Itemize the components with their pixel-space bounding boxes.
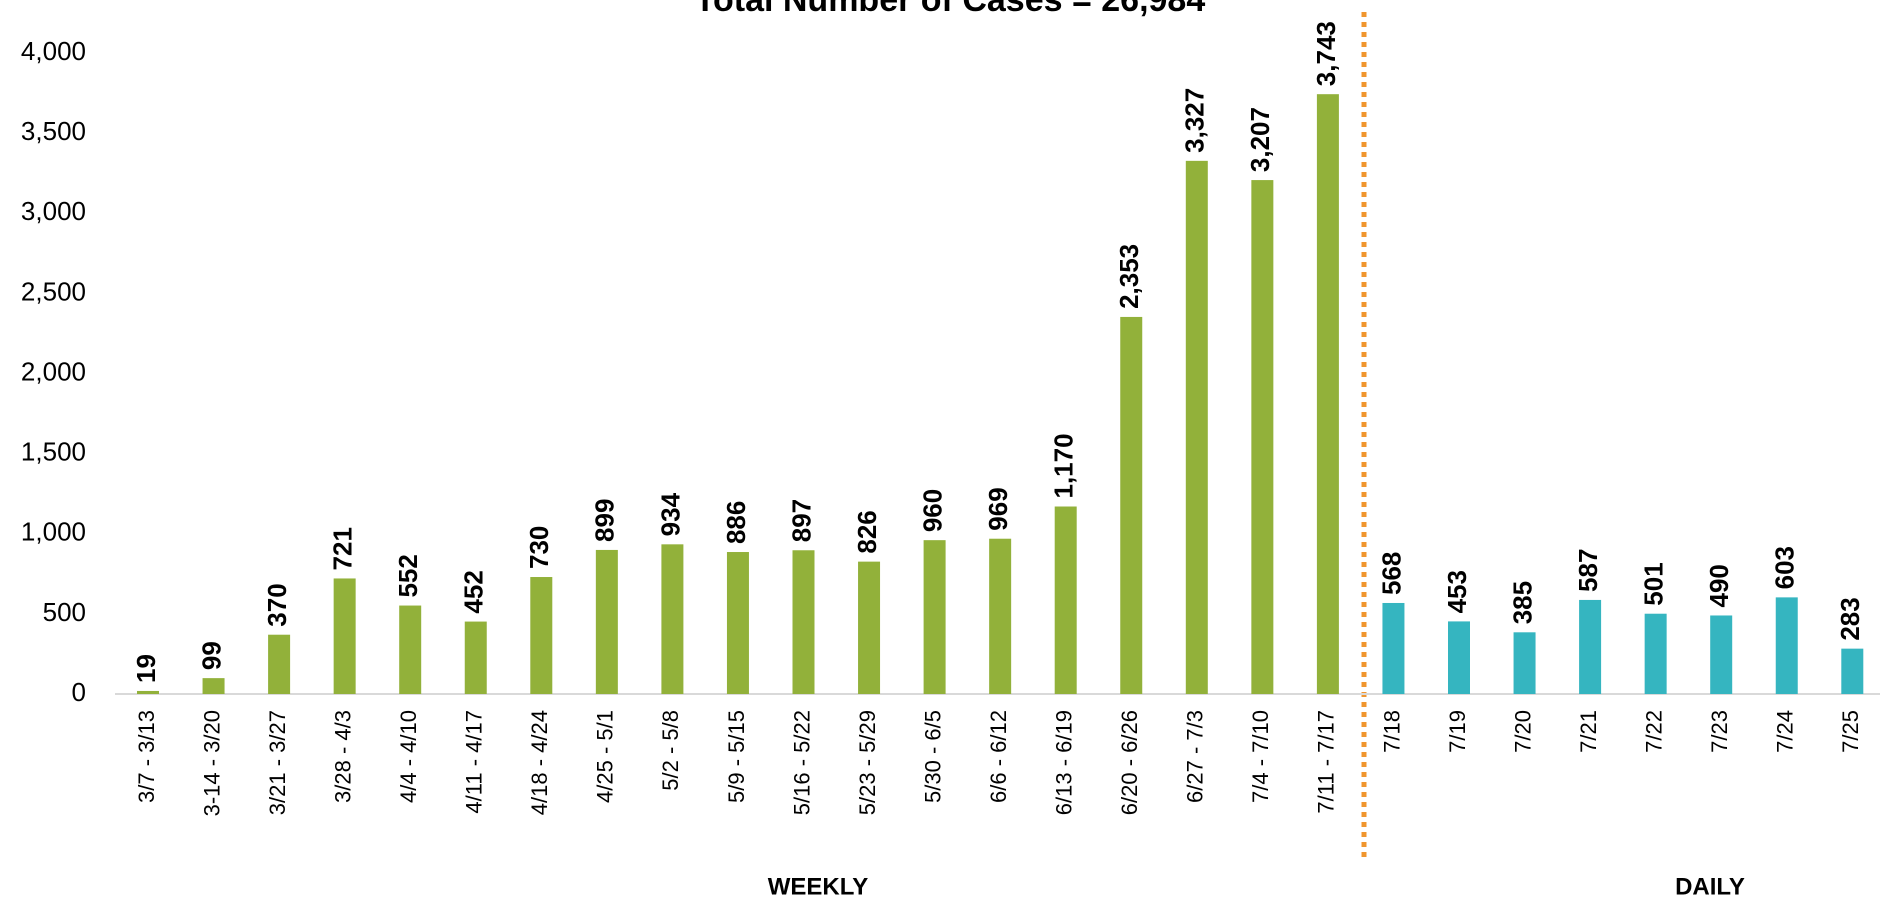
y-tick-label: 3,500	[21, 116, 86, 146]
data-label: 826	[852, 510, 882, 553]
bar	[1120, 316, 1143, 694]
data-label: 886	[721, 501, 751, 544]
x-tick-label: 3/21 - 3/27	[265, 710, 290, 815]
x-tick-label: 5/16 - 5/22	[789, 710, 814, 815]
x-tick-label: 3-14 - 3/20	[199, 710, 224, 816]
data-label: 552	[393, 554, 423, 597]
y-tick-label: 500	[43, 597, 86, 627]
data-label: 283	[1835, 597, 1865, 640]
x-tick-label: 7/21	[1576, 710, 1601, 753]
bar	[989, 538, 1012, 694]
bar	[1710, 615, 1733, 694]
data-label: 452	[459, 570, 489, 613]
x-tick-label: 7/18	[1379, 710, 1404, 753]
bar	[333, 578, 356, 694]
x-tick-label: 4/4 - 4/10	[396, 710, 421, 803]
x-tick-label: 7/20	[1510, 710, 1535, 753]
bar	[268, 634, 291, 694]
bar	[1185, 160, 1208, 694]
data-label: 934	[655, 492, 685, 536]
y-tick-label: 1,000	[21, 517, 86, 547]
bar	[1513, 632, 1536, 694]
bar	[530, 577, 553, 694]
bar	[858, 561, 881, 694]
data-label: 99	[196, 641, 226, 670]
x-tick-label: 7/11 - 7/17	[1314, 710, 1339, 814]
data-label: 897	[786, 499, 816, 542]
bar	[726, 552, 749, 694]
x-tick-label: 4/11 - 4/17	[462, 710, 487, 814]
bar	[792, 550, 815, 694]
data-label: 1,170	[1049, 433, 1079, 498]
y-tick-label: 3,000	[21, 196, 86, 226]
x-tick-label: 5/9 - 5/15	[724, 710, 749, 803]
data-label: 960	[917, 489, 947, 532]
bar	[595, 549, 618, 694]
x-tick-label: 7/22	[1641, 710, 1666, 753]
data-label: 899	[590, 499, 620, 542]
data-label: 3,327	[1180, 88, 1210, 153]
x-tick-label: 6/20 - 6/26	[1117, 710, 1142, 815]
data-label: 490	[1704, 564, 1734, 607]
bar	[1775, 597, 1798, 694]
data-label: 453	[1442, 570, 1472, 613]
y-tick-label: 0	[72, 677, 86, 707]
x-tick-label: 6/13 - 6/19	[1052, 710, 1077, 815]
bar	[1579, 599, 1602, 694]
bar	[1054, 506, 1077, 694]
y-tick-label: 4,000	[21, 36, 86, 66]
x-tick-label: 6/27 - 7/3	[1183, 710, 1208, 803]
data-label: 721	[328, 527, 358, 570]
y-tick-label: 2,500	[21, 276, 86, 306]
x-tick-label: 3/28 - 4/3	[330, 710, 355, 803]
x-tick-label: 5/30 - 6/5	[920, 710, 945, 803]
bar	[464, 621, 487, 694]
y-tick-label: 1,500	[21, 437, 86, 467]
data-label: 2,353	[1114, 244, 1144, 309]
bar	[1644, 613, 1667, 694]
data-label: 603	[1770, 546, 1800, 589]
bar	[1841, 648, 1864, 694]
x-tick-label: 4/25 - 5/1	[593, 710, 618, 803]
bar	[923, 540, 946, 694]
data-label: 969	[983, 487, 1013, 530]
x-tick-label: 7/4 - 7/10	[1248, 710, 1273, 803]
group-label: WEEKLY	[768, 873, 868, 900]
bar	[1382, 602, 1405, 694]
x-tick-label: 7/23	[1707, 710, 1732, 753]
bar	[1251, 180, 1274, 694]
x-tick-label: 7/24	[1773, 710, 1798, 753]
data-label: 19	[131, 654, 161, 683]
x-tick-label: 7/25	[1838, 710, 1863, 753]
data-label: 501	[1639, 562, 1669, 605]
data-label: 385	[1507, 581, 1537, 624]
group-label: DAILY	[1675, 873, 1745, 900]
bar	[1316, 94, 1339, 694]
data-label: 3,207	[1245, 107, 1275, 172]
x-tick-label: 3/7 - 3/13	[134, 710, 159, 803]
chart-title: Total Number of Cases = 26,984	[695, 0, 1206, 19]
data-label: 730	[524, 526, 554, 569]
y-tick-label: 2,000	[21, 356, 86, 386]
x-tick-label: 7/19	[1445, 710, 1470, 753]
data-label: 3,743	[1311, 21, 1341, 86]
data-label: 568	[1376, 552, 1406, 595]
bar	[399, 605, 422, 694]
bar	[661, 544, 684, 694]
data-label: 370	[262, 583, 292, 626]
bar	[137, 690, 159, 694]
data-label: 587	[1573, 549, 1603, 592]
x-tick-label: 4/18 - 4/24	[527, 710, 552, 815]
x-tick-label: 6/6 - 6/12	[986, 710, 1011, 803]
bar	[202, 678, 225, 694]
bar	[1448, 621, 1470, 694]
x-tick-label: 5/2 - 5/8	[658, 710, 683, 791]
x-tick-label: 5/23 - 5/29	[855, 710, 880, 815]
